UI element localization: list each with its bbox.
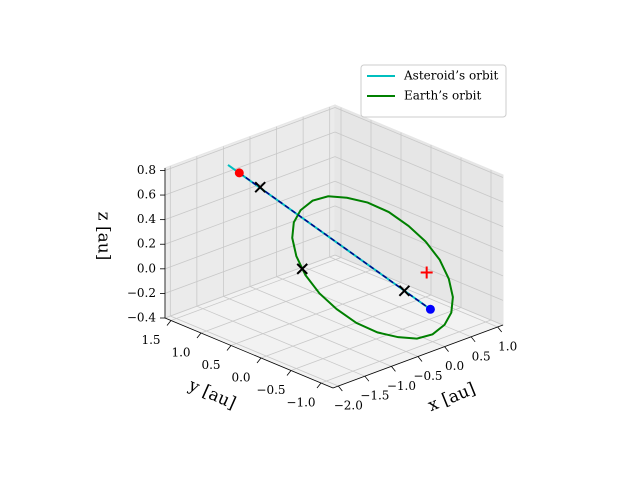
- legend-label: Asteroid’s orbit: [403, 69, 498, 83]
- y-tick-label: −1.0: [286, 396, 315, 410]
- y-axis-line: [164, 317, 334, 389]
- grid-line: [200, 269, 372, 334]
- tick-mark: [226, 345, 232, 351]
- y-tick-label: 0.0: [231, 371, 250, 385]
- y-tick-label: 0.5: [201, 358, 220, 372]
- z-tick-label: 0.8: [137, 163, 156, 177]
- cross-marker: [398, 285, 411, 297]
- cross-marker: [296, 263, 308, 275]
- x-tick-label: 0.0: [445, 359, 464, 373]
- x-tick-label: −1.5: [360, 389, 389, 403]
- x-axis-line: [332, 324, 504, 389]
- legend: Asteroid’s orbit Earth’s orbit: [360, 64, 507, 118]
- z-tick-label: −0.2: [127, 286, 156, 300]
- grid-line: [329, 256, 498, 328]
- tick-mark: [166, 320, 172, 326]
- tick-mark: [417, 356, 423, 362]
- grid-line: [334, 230, 504, 301]
- z-tick-label: 0.0: [137, 261, 156, 275]
- grid-line: [334, 254, 504, 326]
- plus-marker: [420, 266, 433, 279]
- x-tick-label: −2.0: [334, 399, 363, 413]
- tick-mark: [497, 326, 502, 333]
- grid-line: [164, 230, 336, 294]
- grid-line: [334, 107, 504, 178]
- grid-line: [320, 319, 492, 384]
- grid-line: [230, 282, 402, 346]
- grid-line: [164, 156, 336, 221]
- z-tick-label: −0.4: [127, 311, 157, 325]
- grid-line: [334, 156, 504, 228]
- grid-line: [170, 315, 339, 387]
- legend-box: [360, 64, 507, 118]
- y-tick-label: −0.5: [256, 383, 285, 397]
- grid-line: [334, 131, 504, 203]
- grid-line: [260, 294, 432, 359]
- grid-line: [334, 180, 504, 252]
- x-tick-label: −0.5: [413, 369, 442, 383]
- tick-mark: [391, 366, 396, 372]
- grid-line: [164, 131, 336, 196]
- point-marker: [234, 168, 244, 178]
- tick-mark: [470, 336, 476, 343]
- z-tick-label: 0.4: [137, 212, 156, 226]
- grid-line: [164, 180, 336, 245]
- grid-line: [170, 257, 342, 321]
- z-axis-label: z [au]: [94, 212, 114, 261]
- x-tick-label: 1.0: [498, 339, 517, 353]
- orbit-line: [291, 195, 454, 340]
- tick-mark: [444, 346, 449, 352]
- tick-mark: [256, 357, 262, 364]
- x-axis-label: x [au]: [425, 379, 478, 416]
- tick-mark: [286, 370, 292, 376]
- grid-line: [164, 205, 336, 270]
- grid-line: [249, 286, 419, 357]
- trajectory-line: [238, 172, 431, 310]
- x-tick-label: −1.0: [387, 379, 416, 393]
- legend-label: Earth’s orbit: [404, 89, 481, 103]
- grid-line: [276, 276, 445, 348]
- y-tick-label: 1.0: [171, 346, 190, 360]
- grid-line: [196, 305, 366, 377]
- point-marker: [425, 304, 435, 314]
- x-tick-label: 0.5: [472, 349, 491, 363]
- tick-mark: [364, 375, 370, 382]
- grid-line: [223, 295, 392, 367]
- cross-marker: [254, 181, 266, 193]
- tick-mark: [196, 332, 202, 339]
- tick-mark: [316, 382, 322, 389]
- grid-line: [334, 205, 504, 277]
- tick-mark: [338, 385, 343, 392]
- grid-line: [164, 107, 336, 171]
- z-tick-label: 0.6: [137, 188, 156, 202]
- grid-line: [290, 307, 462, 371]
- y-tick-label: 1.5: [141, 333, 160, 347]
- z-tick-label: 0.2: [137, 237, 156, 251]
